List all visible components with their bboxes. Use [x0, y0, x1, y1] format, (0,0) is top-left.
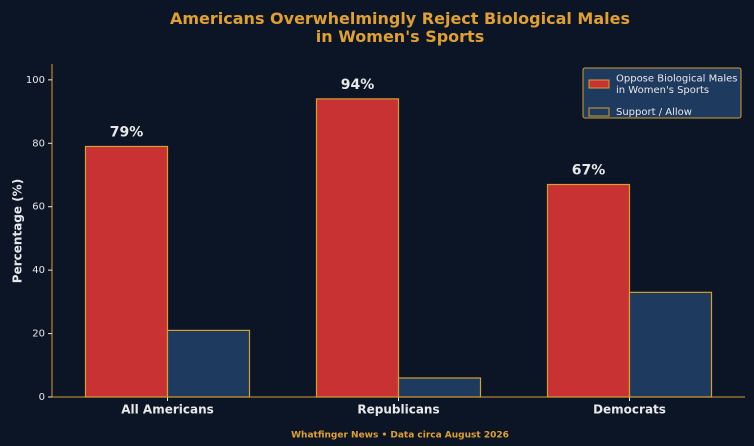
value-label: 67% [572, 163, 606, 179]
bar [84, 145, 169, 398]
bar [315, 98, 400, 398]
legend-label: Support / Allow [616, 107, 692, 118]
legend-swatch [588, 107, 610, 117]
bar [166, 329, 251, 398]
y-tick-label: 40 [32, 265, 45, 276]
x-tick-label: All Americans [121, 403, 214, 417]
legend-swatch [588, 79, 610, 89]
footer: Whatfinger News • Data circa August 2026 [291, 431, 509, 441]
y-tick-label: 100 [26, 75, 45, 86]
x-tick-label: Republicans [357, 403, 439, 417]
value-label: 94% [341, 77, 375, 93]
y-axis-label: Percentage (%) [11, 179, 25, 283]
legend-label: Oppose Biological Males in Women's Sports [616, 73, 737, 96]
y-tick-label: 20 [32, 329, 45, 340]
x-tick-label: Democrats [593, 403, 666, 417]
bar [546, 183, 631, 398]
bar [628, 291, 713, 398]
chart-title: Americans Overwhelmingly Reject Biologic… [170, 8, 630, 45]
y-tick-label: 80 [32, 138, 45, 149]
y-tick-label: 60 [32, 202, 45, 213]
y-tick-label: 0 [39, 392, 45, 403]
value-label: 79% [110, 124, 144, 140]
bar [397, 377, 482, 398]
legend-box [582, 67, 742, 119]
